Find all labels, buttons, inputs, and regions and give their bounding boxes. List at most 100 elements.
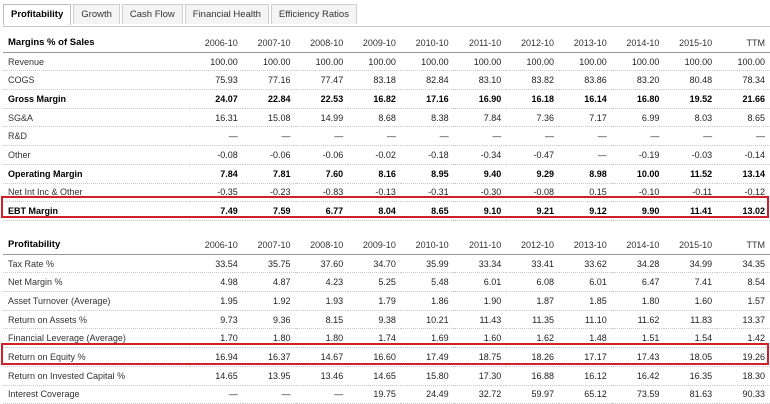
table-cell: — [295, 126, 349, 147]
table-cell: 83.86 [559, 70, 612, 91]
row-label: Operating Margin [3, 164, 191, 184]
column-header: 2013-10 [559, 34, 612, 53]
table-cell: 100.00 [506, 52, 560, 72]
table-cell: 1.80 [611, 291, 665, 311]
table-cell: 11.10 [559, 310, 612, 330]
table-cell: 9.21 [506, 201, 560, 221]
table-cell: 7.60 [295, 164, 349, 184]
profitability-table: Profitability 2006-10 2007-10 2008-10 2009-… [3, 236, 770, 404]
row-gross-margin: Gross Margin 24.07 22.84 22.53 16.82 17.16 16.… [3, 89, 770, 109]
table-cell: 18.05 [664, 347, 718, 367]
table-cell: 8.68 [348, 108, 401, 128]
row-ebt-margin: EBT Margin 7.49 7.59 6.77 8.04 8.65 9.10 9.21 9.… [3, 201, 770, 221]
table-cell: 16.37 [242, 347, 296, 367]
table-cell: 14.67 [295, 347, 349, 367]
table-cell: 6.08 [506, 272, 560, 293]
column-header: 2011-10 [453, 34, 507, 53]
tab-cash-flow[interactable]: Cash Flow [121, 4, 183, 24]
column-header: TTM [717, 34, 770, 53]
profitability-title: Profitability [3, 236, 191, 255]
table-cell: 8.03 [664, 108, 718, 128]
row-label: Return on Invested Capital % [3, 366, 191, 386]
table-cell: 14.65 [190, 366, 243, 386]
table-cell: -0.34 [453, 145, 507, 165]
table-cell: — [242, 126, 296, 147]
table-cell: — [190, 385, 243, 404]
table-cell: 8.15 [295, 310, 349, 330]
table-cell: 83.10 [453, 70, 507, 91]
tab-efficiency-ratios[interactable]: Efficiency Ratios [270, 4, 357, 24]
table-cell: 16.94 [190, 347, 243, 367]
table-cell: 90.33 [717, 385, 770, 404]
table-cell: 1.74 [348, 328, 401, 349]
table-cell: 33.54 [190, 254, 243, 274]
table-cell: 100.00 [190, 52, 243, 72]
table-cell: -0.19 [611, 145, 665, 165]
row-label: Net Margin % [3, 272, 191, 293]
table-cell: -0.14 [717, 145, 770, 165]
table-cell: 7.59 [242, 201, 296, 221]
table-cell: 18.26 [506, 347, 560, 367]
table-cell: 1.48 [559, 328, 612, 349]
column-header: 2012-10 [506, 34, 560, 53]
table-cell: -0.47 [506, 145, 560, 165]
column-header: 2015-10 [664, 236, 718, 255]
table-cell: 16.42 [611, 366, 665, 386]
row-tax-rate: Tax Rate % 33.54 35.75 37.60 34.70 35.99 33.34… [3, 254, 770, 274]
table-cell: 65.12 [559, 385, 612, 404]
table-cell: — [453, 126, 507, 147]
table-cell: -0.31 [400, 183, 454, 203]
table-cell: 1.70 [190, 328, 243, 349]
row-label: SG&A [3, 108, 191, 128]
table-cell: 9.29 [506, 164, 560, 184]
row-label: Financial Leverage (Average) [3, 328, 191, 349]
row-sg-a: SG&A 16.31 15.08 14.99 8.68 8.38 7.84 7.36 7.17 6… [3, 108, 770, 128]
table-cell: 11.83 [664, 310, 718, 330]
tab-profitability[interactable]: Profitability [3, 4, 72, 25]
column-header: 2010-10 [400, 236, 454, 255]
profitability-header-row: Profitability 2006-10 2007-10 2008-10 2009-… [3, 236, 770, 255]
table-cell: 17.17 [559, 347, 612, 367]
table-cell: 8.98 [559, 164, 612, 184]
row-label: Other [3, 145, 191, 165]
table-cell: 9.40 [453, 164, 507, 184]
table-cell: 33.62 [559, 254, 612, 274]
table-cell: 100.00 [348, 52, 401, 72]
table-cell: 18.75 [453, 347, 507, 367]
table-cell: 4.87 [242, 272, 296, 293]
table-cell: 77.16 [242, 70, 296, 91]
row-return-on-equity: Return on Equity % 16.94 16.37 14.67 16.60 17… [3, 347, 770, 367]
table-cell: 11.62 [611, 310, 665, 330]
table-cell: 9.12 [559, 201, 612, 221]
row-label: EBT Margin [3, 201, 191, 221]
table-cell: -0.08 [506, 183, 560, 203]
column-header: 2013-10 [559, 236, 612, 255]
table-cell: — [611, 126, 665, 147]
column-header: 2011-10 [453, 236, 507, 255]
table-cell: 35.99 [400, 254, 454, 274]
table-cell: 7.84 [190, 164, 243, 184]
row-r-d: R&D — — — — — — — — — — — [3, 126, 770, 147]
table-cell: 9.38 [348, 310, 401, 330]
tab-growth[interactable]: Growth [73, 4, 120, 24]
table-cell: 16.35 [664, 366, 718, 386]
column-header: 2008-10 [295, 236, 349, 255]
row-net-margin: Net Margin % 4.98 4.87 4.23 5.25 5.48 6.01 6.08… [3, 272, 770, 293]
table-cell: 1.80 [242, 328, 296, 349]
table-cell: 7.81 [242, 164, 296, 184]
table-cell: 22.53 [295, 89, 349, 109]
table-cell: 19.52 [664, 89, 718, 109]
table-cell: 1.90 [453, 291, 507, 311]
margins-header-row: Margins % of Sales 2006-10 2007-10 2008-10… [3, 34, 770, 53]
table-cell: 18.30 [717, 366, 770, 386]
table-cell: 1.60 [664, 291, 718, 311]
table-cell: -0.08 [190, 145, 243, 165]
table-cell: 9.90 [611, 201, 665, 221]
table-cell: 17.43 [611, 347, 665, 367]
tab-financial-health[interactable]: Financial Health [184, 4, 269, 24]
table-cell: — [664, 126, 718, 147]
table-cell: 8.65 [400, 201, 454, 221]
table-cell: 8.65 [717, 108, 770, 128]
table-cell: 6.01 [453, 272, 507, 293]
table-cell: 21.66 [717, 89, 770, 109]
